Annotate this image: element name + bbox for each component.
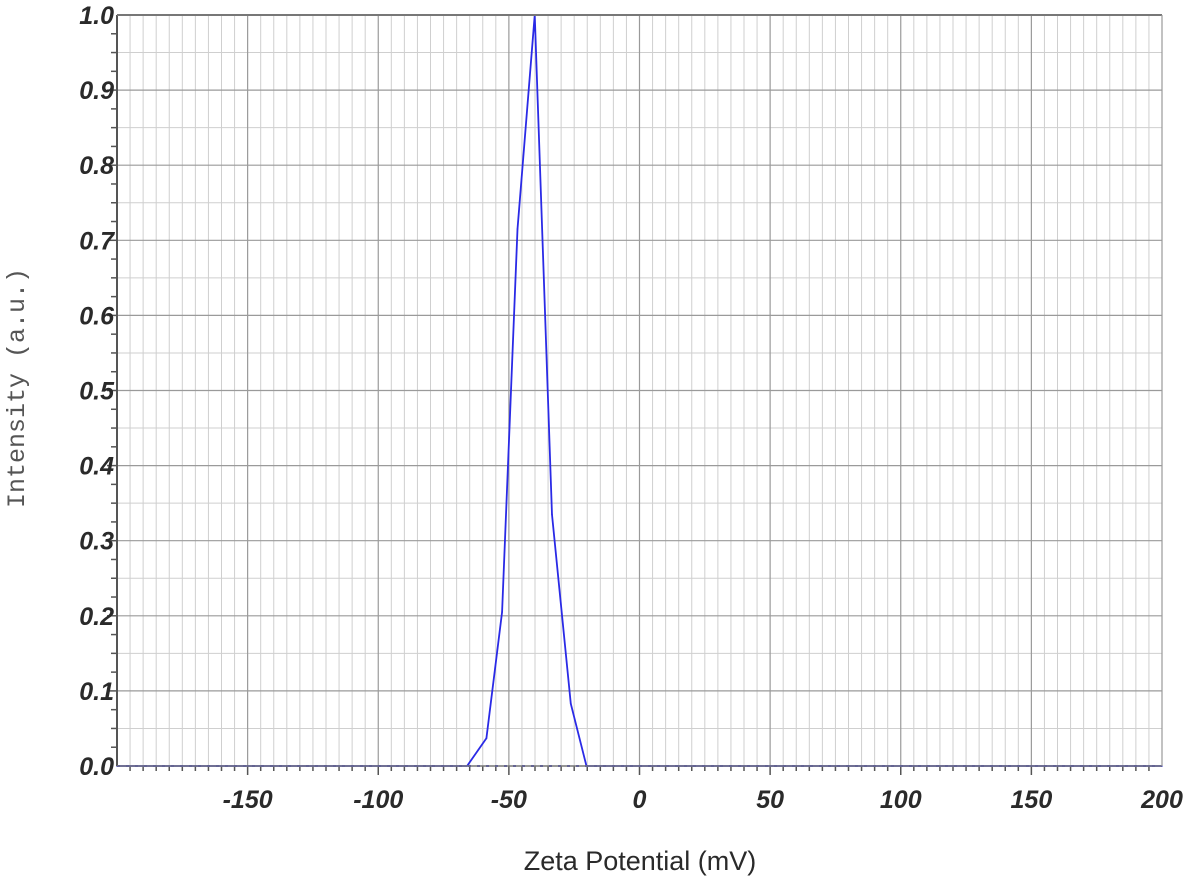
axis-ticks xyxy=(107,33,1150,775)
y-tick-label: 0.2 xyxy=(79,603,114,631)
y-tick-label: 0.7 xyxy=(79,227,115,255)
x-tick-label: 200 xyxy=(1140,786,1183,814)
y-tick-label: 0.8 xyxy=(79,152,114,180)
y-tick-label: 0.0 xyxy=(79,753,114,781)
x-tick-label: 0 xyxy=(633,786,647,814)
x-tick-label: -50 xyxy=(491,786,527,814)
series-line-0 xyxy=(117,14,1162,767)
tick-labels: 0.0 0.1 0.2 0.3 0.4 0.5 0.6 0.7 0.8 0.9 1.0 -150 -10… xyxy=(79,2,1183,814)
major-grid xyxy=(117,15,1162,766)
data-point xyxy=(485,737,488,740)
x-axis-title: Zeta Potential (mV) xyxy=(524,846,757,876)
y-tick-label: 0.9 xyxy=(79,77,114,105)
y-axis-title: Intensity (a.u.) xyxy=(3,268,32,508)
y-tick-label: 0.1 xyxy=(79,678,114,706)
data-point xyxy=(569,702,572,705)
y-tick-label: 0.6 xyxy=(79,302,115,330)
x-tick-label: 150 xyxy=(1011,786,1053,814)
x-tick-label: -150 xyxy=(223,786,273,814)
x-tick-label: 100 xyxy=(880,786,922,814)
y-tick-label: 0.4 xyxy=(79,453,114,481)
x-tick-label: -100 xyxy=(353,786,403,814)
y-tick-label: 0.3 xyxy=(79,528,114,556)
x-tick-label: 50 xyxy=(756,786,784,814)
data-point xyxy=(551,513,553,516)
plot-frame xyxy=(116,14,1163,767)
data-point xyxy=(516,228,519,230)
y-tick-label: 1.0 xyxy=(79,2,114,30)
y-tick-label: 0.5 xyxy=(79,378,115,406)
data-point xyxy=(501,611,503,613)
